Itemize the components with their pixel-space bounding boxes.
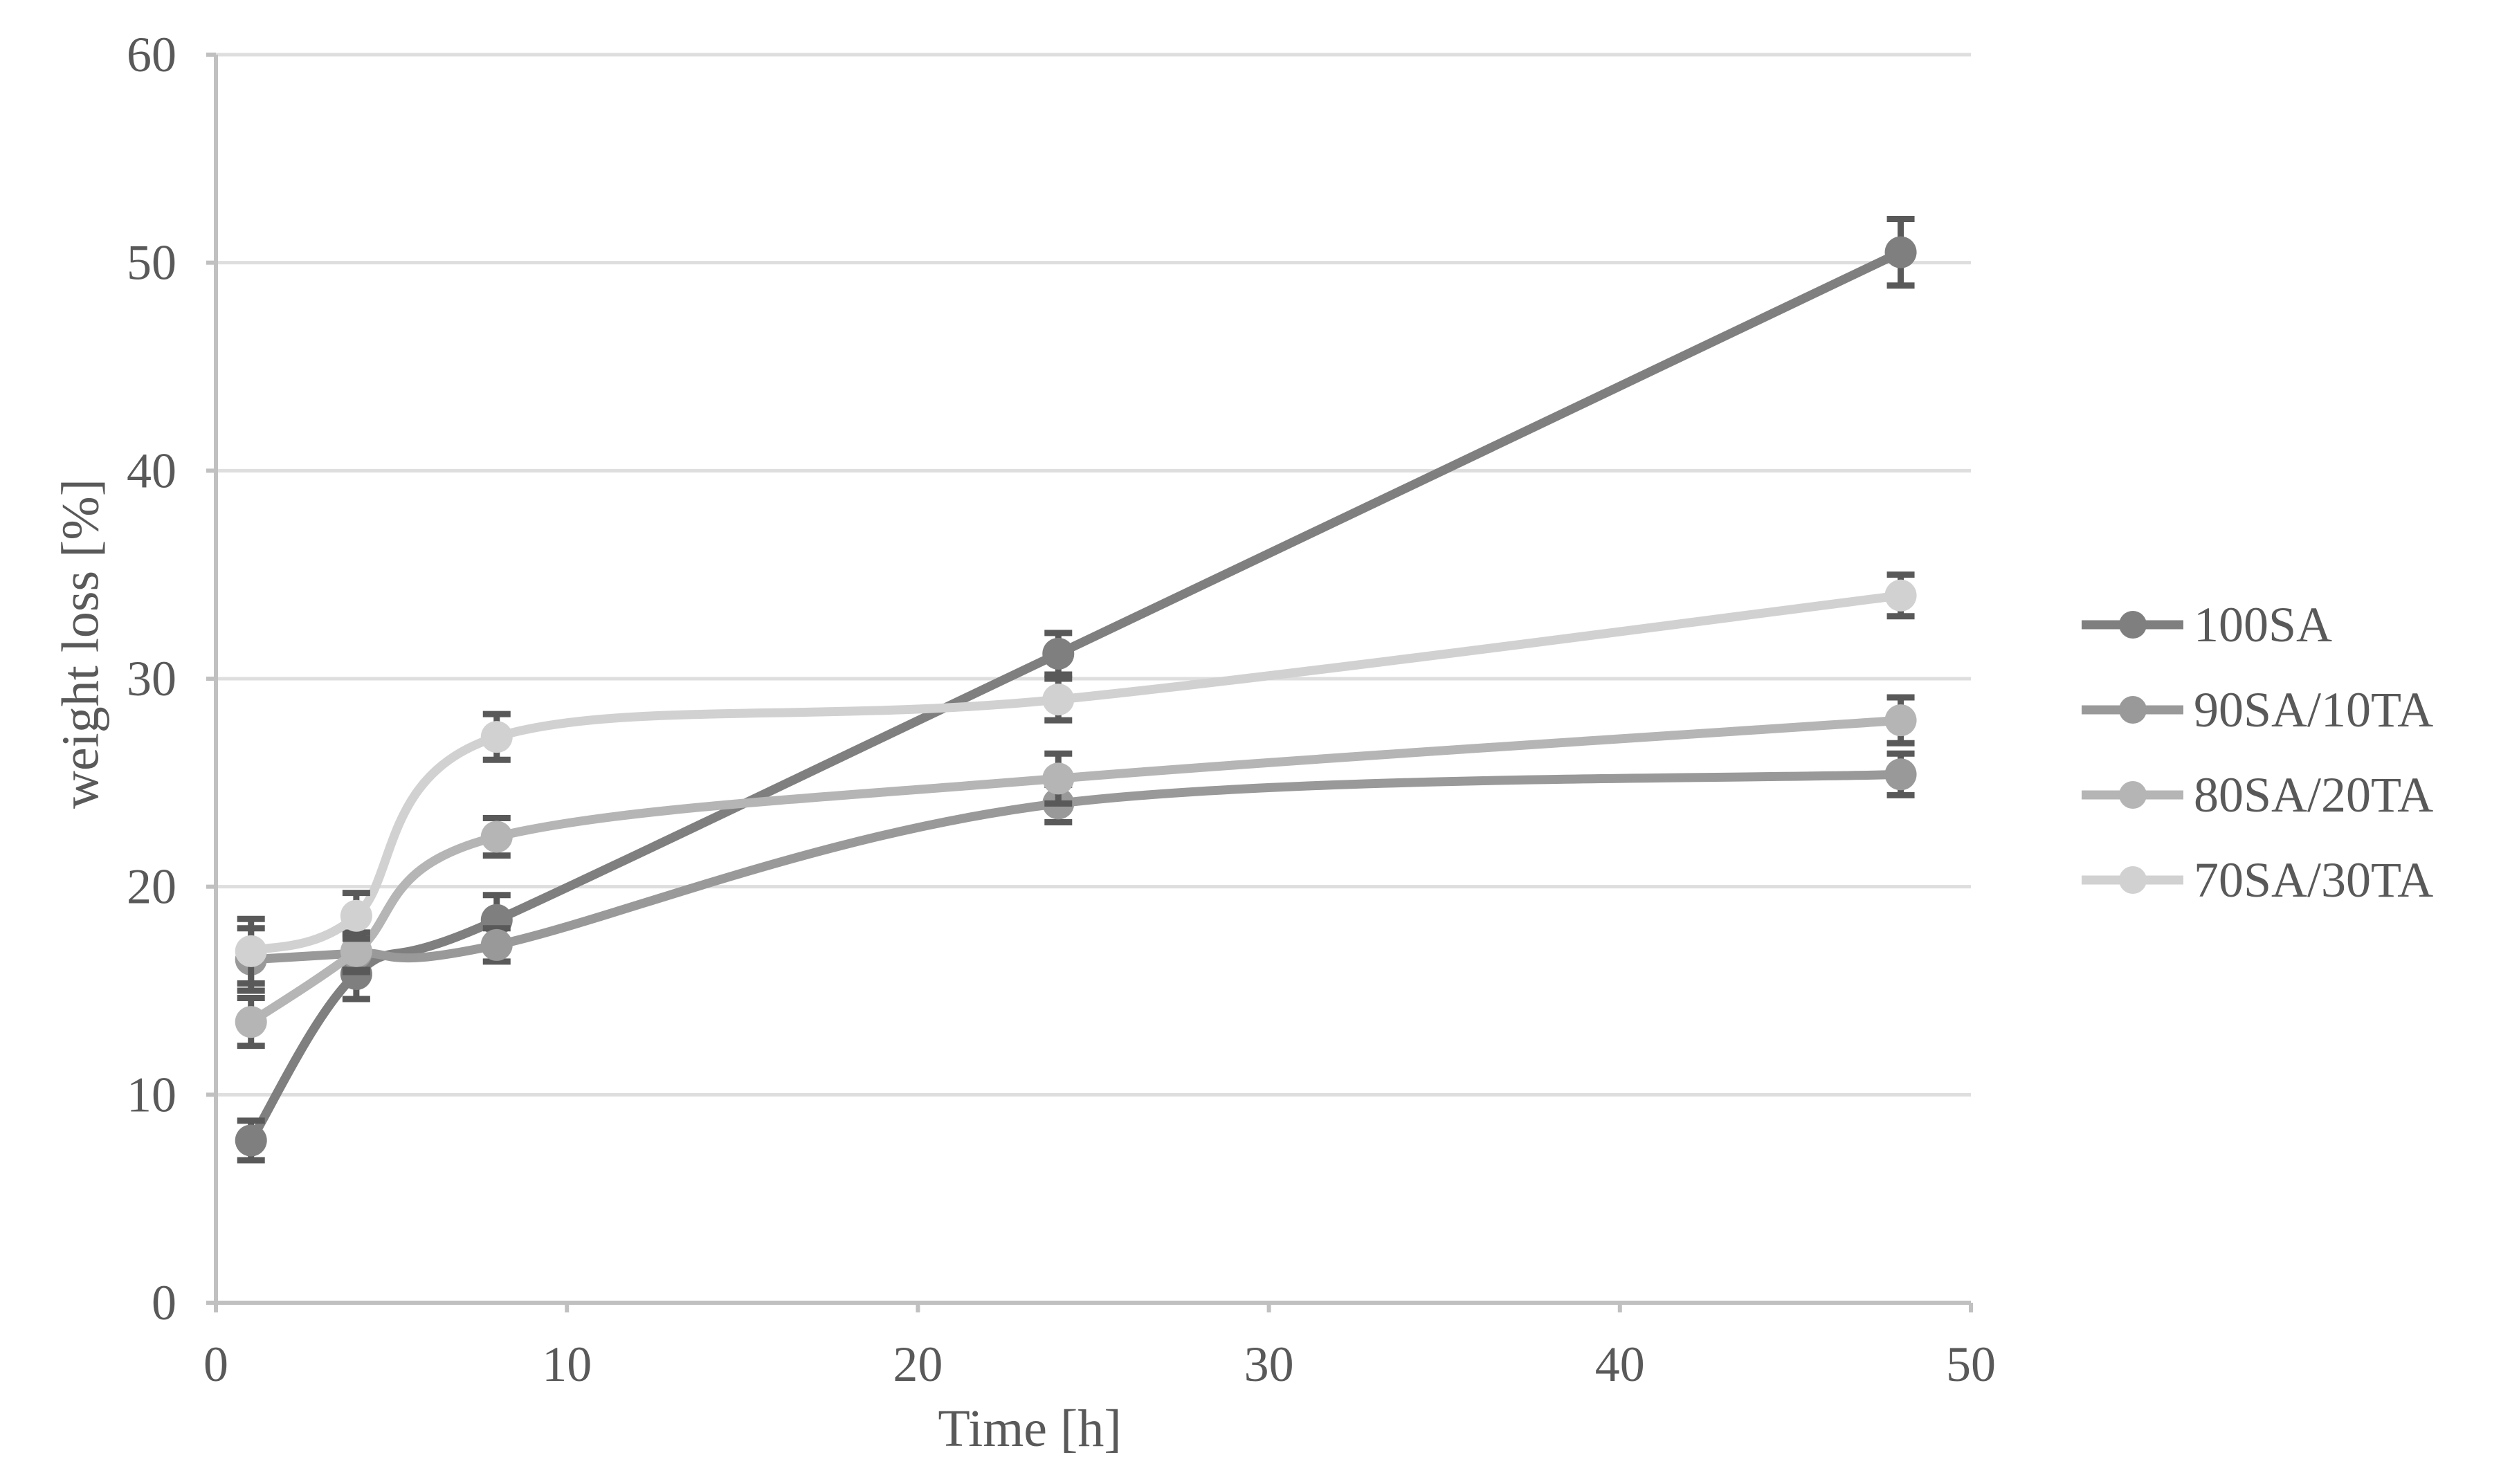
data-point-marker bbox=[235, 935, 267, 967]
legend-label: 70SA/30TA bbox=[2194, 852, 2433, 908]
y-tick-label: 20 bbox=[127, 859, 176, 915]
legend-label: 80SA/20TA bbox=[2194, 767, 2433, 823]
legend-marker-icon bbox=[2119, 611, 2147, 639]
legend-item-80SA-20TA: 80SA/20TA bbox=[2082, 767, 2433, 823]
axes bbox=[206, 53, 1973, 1312]
legend-marker-icon bbox=[2119, 781, 2147, 809]
data-point-marker bbox=[340, 935, 372, 967]
x-tick-label: 0 bbox=[203, 1337, 228, 1392]
gridlines bbox=[216, 53, 1971, 1097]
data-point-marker bbox=[1884, 758, 1917, 791]
series-90SA-10TA bbox=[235, 750, 1917, 994]
data-point-marker bbox=[480, 821, 513, 853]
series-80SA-20TA bbox=[235, 694, 1917, 1050]
data-point-marker bbox=[480, 928, 513, 961]
series-100SA bbox=[235, 216, 1917, 1164]
x-tick-label: 20 bbox=[893, 1337, 943, 1392]
data-point-marker bbox=[235, 1006, 267, 1038]
data-point-marker bbox=[1042, 684, 1075, 716]
y-axis-title: weight loss [%] bbox=[51, 478, 110, 809]
error-bars bbox=[237, 216, 1915, 1164]
data-point-marker bbox=[1884, 236, 1917, 268]
legend-item-90SA-10TA: 90SA/10TA bbox=[2082, 682, 2433, 738]
legend-item-100SA: 100SA bbox=[2082, 597, 2332, 652]
y-tick-label: 10 bbox=[127, 1067, 176, 1122]
data-point-marker bbox=[1884, 704, 1917, 737]
y-tick-label: 0 bbox=[152, 1275, 176, 1330]
data-point-marker bbox=[480, 721, 513, 753]
data-point-marker bbox=[235, 1124, 267, 1157]
legend-item-70SA-30TA: 70SA/30TA bbox=[2082, 852, 2433, 908]
tick-labels: 0 10 20 30 40 50 60 0 10 20 30 40 50 bbox=[127, 27, 1996, 1392]
data-point-marker bbox=[1042, 637, 1075, 670]
legend: 100SA 90SA/10TA 80SA/20TA 70SA/30TA bbox=[2082, 597, 2433, 908]
y-tick-label: 30 bbox=[127, 651, 176, 706]
y-tick-label: 60 bbox=[127, 27, 176, 82]
x-tick-label: 10 bbox=[542, 1337, 592, 1392]
x-tick-label: 50 bbox=[1946, 1337, 1996, 1392]
x-tick-label: 40 bbox=[1595, 1337, 1645, 1392]
y-tick-label: 50 bbox=[127, 235, 176, 291]
data-point-marker bbox=[1884, 579, 1917, 612]
x-axis-title: Time [h] bbox=[938, 1400, 1122, 1458]
x-tick-label: 30 bbox=[1244, 1337, 1294, 1392]
legend-label: 90SA/10TA bbox=[2194, 682, 2433, 738]
legend-label: 100SA bbox=[2194, 597, 2332, 652]
y-tick-label: 40 bbox=[127, 443, 176, 498]
legend-marker-icon bbox=[2119, 696, 2147, 724]
series-70SA-30TA bbox=[235, 571, 1917, 987]
data-point-marker bbox=[340, 899, 372, 932]
data-point-marker bbox=[1042, 762, 1075, 795]
legend-marker-icon bbox=[2119, 866, 2147, 894]
series-line bbox=[246, 715, 1906, 1027]
